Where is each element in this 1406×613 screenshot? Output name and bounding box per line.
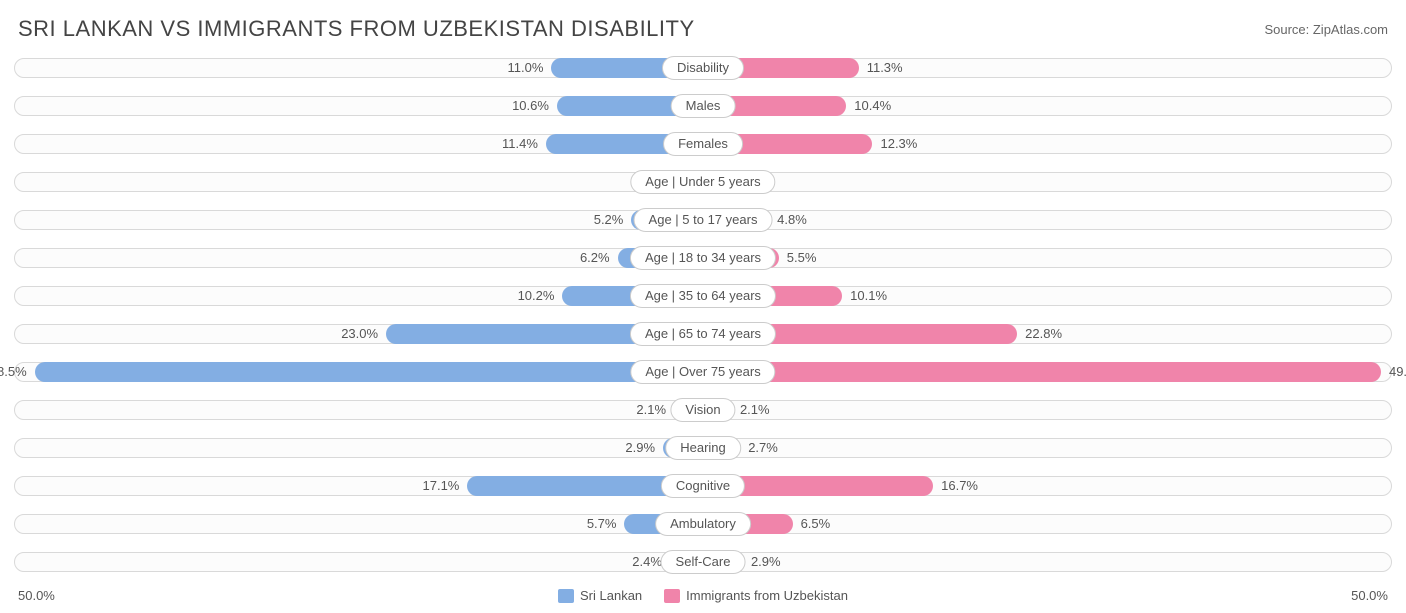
value-right: 6.5% bbox=[801, 514, 831, 534]
chart-row: 10.6% 10.4% Males bbox=[14, 90, 1392, 122]
value-left: 11.4% bbox=[502, 134, 538, 154]
value-right: 5.5% bbox=[787, 248, 817, 268]
category-label: Hearing bbox=[665, 436, 741, 460]
chart-row: 2.1% 2.1%Vision bbox=[14, 394, 1392, 426]
chart-row: 1.1%0.85%Age | Under 5 years bbox=[14, 166, 1392, 198]
value-left: 17.1% bbox=[423, 476, 460, 496]
value-right: 22.8% bbox=[1025, 324, 1062, 344]
chart-row: 5.7% 6.5% Ambulatory bbox=[14, 508, 1392, 540]
category-label: Age | 65 to 74 years bbox=[630, 322, 776, 346]
bar-left bbox=[35, 362, 703, 382]
chart-footer: 50.0% Sri Lankan Immigrants from Uzbekis… bbox=[14, 584, 1392, 603]
value-left: 6.2% bbox=[580, 248, 610, 268]
chart-row: 6.2% 5.5% Age | 18 to 34 years bbox=[14, 242, 1392, 274]
axis-label-left: 50.0% bbox=[18, 588, 55, 603]
chart-row: 2.9% 2.7% Hearing bbox=[14, 432, 1392, 464]
legend-item-left: Sri Lankan bbox=[558, 588, 642, 603]
chart-row: 48.5%49.2%Age | Over 75 years bbox=[14, 356, 1392, 388]
category-label: Age | 18 to 34 years bbox=[630, 246, 776, 270]
value-right: 10.1% bbox=[850, 286, 887, 306]
value-right: 2.1% bbox=[740, 400, 770, 420]
diverging-bar-chart: 11.0% 11.3% Disability 10.6% 10.4% Males 11.4%… bbox=[14, 52, 1392, 578]
value-left: 2.9% bbox=[625, 438, 655, 458]
value-right: 16.7% bbox=[941, 476, 978, 496]
chart-row: 10.2% 10.1% Age | 35 to 64 years bbox=[14, 280, 1392, 312]
chart-header: SRI LANKAN VS IMMIGRANTS FROM UZBEKISTAN… bbox=[14, 10, 1392, 52]
category-label: Age | 35 to 64 years bbox=[630, 284, 776, 308]
chart-row: 17.1% 16.7% Cognitive bbox=[14, 470, 1392, 502]
category-label: Age | Over 75 years bbox=[630, 360, 775, 384]
chart-title: SRI LANKAN VS IMMIGRANTS FROM UZBEKISTAN… bbox=[18, 16, 695, 42]
bar-right bbox=[703, 362, 1381, 382]
axis-label-right: 50.0% bbox=[1351, 588, 1388, 603]
value-right: 49.2% bbox=[1389, 362, 1406, 382]
chart-row: 2.4% 2.9%Self-Care bbox=[14, 546, 1392, 578]
chart-container: SRI LANKAN VS IMMIGRANTS FROM UZBEKISTAN… bbox=[0, 0, 1406, 613]
value-left: 48.5% bbox=[0, 362, 27, 382]
value-right: 2.9% bbox=[751, 552, 781, 572]
value-left: 2.4% bbox=[632, 552, 662, 572]
chart-row: 11.4% 12.3% Females bbox=[14, 128, 1392, 160]
value-left: 2.1% bbox=[636, 400, 666, 420]
value-right: 2.7% bbox=[748, 438, 778, 458]
category-label: Females bbox=[663, 132, 743, 156]
value-left: 23.0% bbox=[341, 324, 378, 344]
category-label: Ambulatory bbox=[655, 512, 751, 536]
value-right: 4.8% bbox=[777, 210, 807, 230]
value-left: 5.7% bbox=[587, 514, 617, 534]
value-left: 10.2% bbox=[518, 286, 555, 306]
value-right: 12.3% bbox=[880, 134, 917, 154]
category-label: Cognitive bbox=[661, 474, 745, 498]
value-left: 10.6% bbox=[512, 96, 549, 116]
category-label: Disability bbox=[662, 56, 744, 80]
legend-item-right: Immigrants from Uzbekistan bbox=[664, 588, 848, 603]
value-left: 11.0% bbox=[508, 58, 544, 78]
value-left: 5.2% bbox=[594, 210, 624, 230]
legend-swatch-right bbox=[664, 589, 680, 603]
category-label: Vision bbox=[670, 398, 735, 422]
legend-label-right: Immigrants from Uzbekistan bbox=[686, 588, 848, 603]
category-label: Self-Care bbox=[661, 550, 746, 574]
chart-row: 5.2% 4.8%Age | 5 to 17 years bbox=[14, 204, 1392, 236]
category-label: Age | Under 5 years bbox=[630, 170, 775, 194]
chart-row: 23.0% 22.8% Age | 65 to 74 years bbox=[14, 318, 1392, 350]
legend-label-left: Sri Lankan bbox=[580, 588, 642, 603]
value-right: 11.3% bbox=[867, 58, 903, 78]
chart-row: 11.0% 11.3% Disability bbox=[14, 52, 1392, 84]
chart-source: Source: ZipAtlas.com bbox=[1264, 22, 1388, 37]
value-right: 10.4% bbox=[854, 96, 891, 116]
category-label: Males bbox=[671, 94, 736, 118]
category-label: Age | 5 to 17 years bbox=[634, 208, 773, 232]
legend: Sri Lankan Immigrants from Uzbekistan bbox=[558, 588, 848, 603]
legend-swatch-left bbox=[558, 589, 574, 603]
